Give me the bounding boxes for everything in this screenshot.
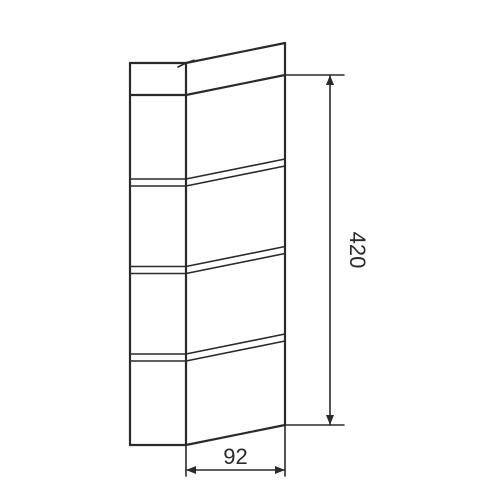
dimension-height-label: 420 [345,232,370,269]
diagram-stage: 420 92 [0,0,500,500]
technical-drawing-svg: 420 92 [0,0,500,500]
dimension-width-label: 92 [223,444,247,469]
